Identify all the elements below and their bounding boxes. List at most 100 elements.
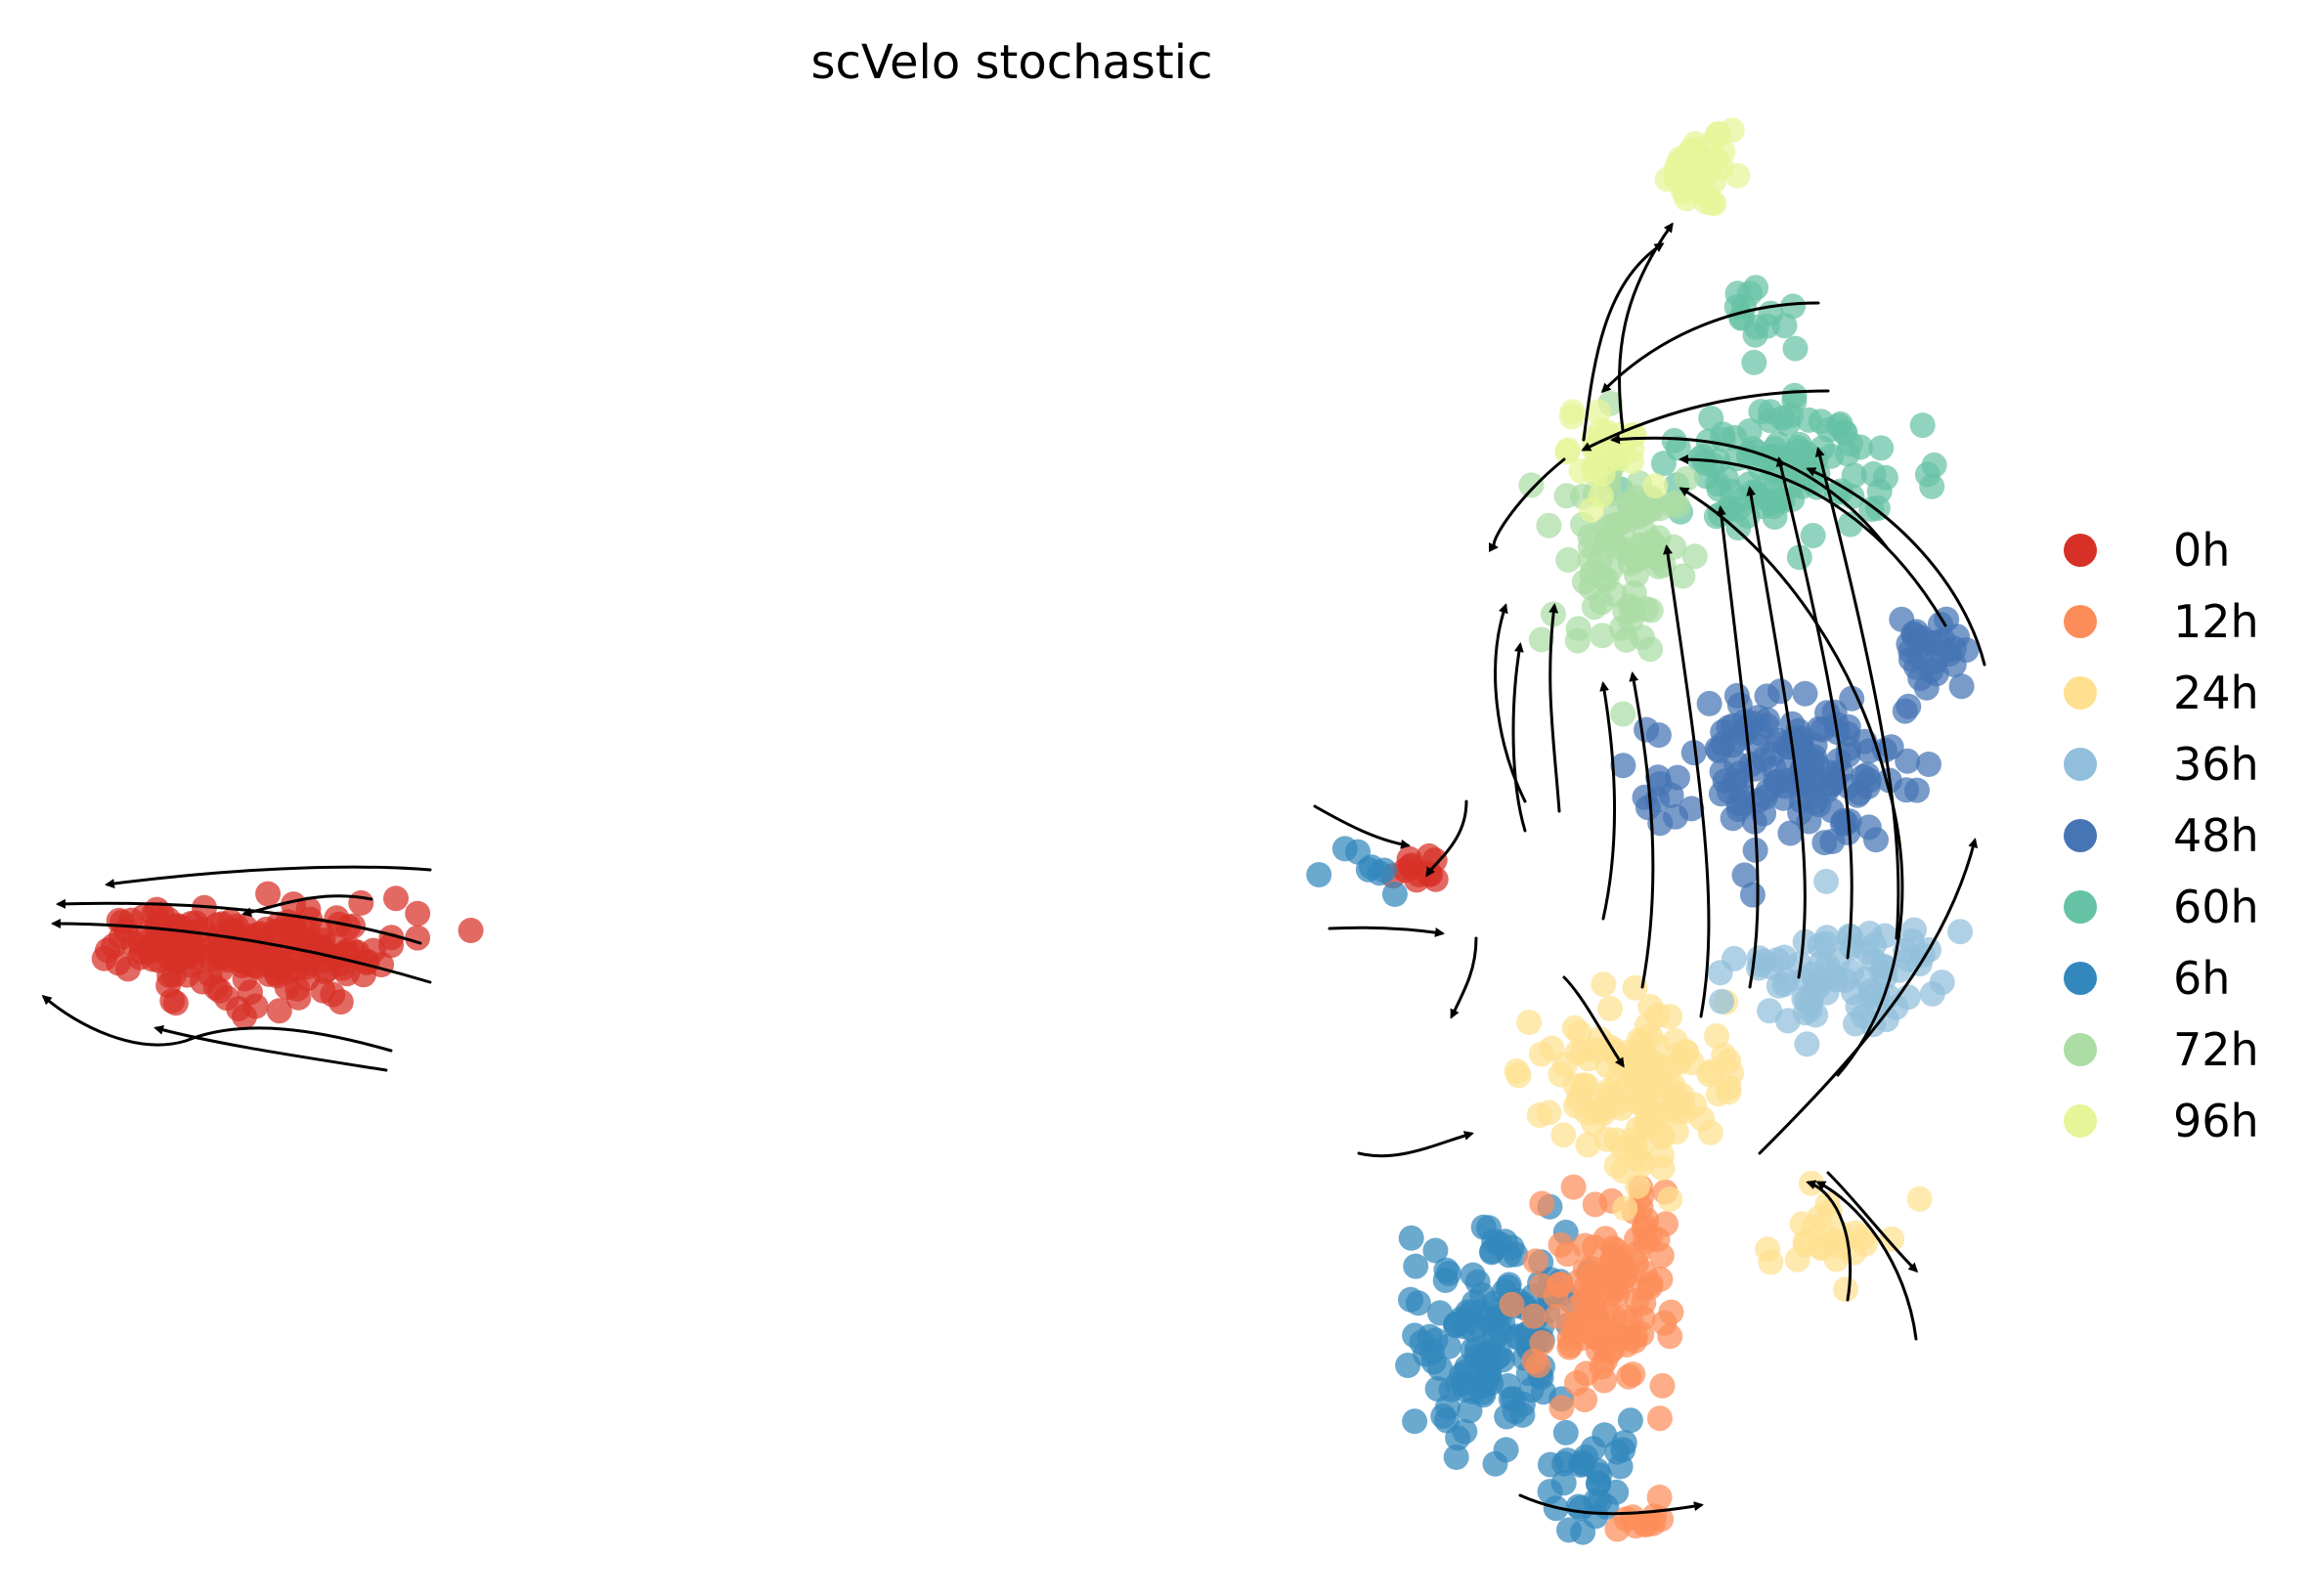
streamline-28 [1581,389,1830,452]
data-point-36h [1709,988,1735,1014]
data-point-6h [1306,862,1332,887]
legend-marker-6h [2064,962,2097,995]
data-point-0h [159,988,186,1014]
data-point-60h [1782,335,1809,362]
data-point-12h [1560,1311,1587,1337]
data-point-6h [1420,1349,1447,1375]
data-point-6h [1453,1377,1479,1402]
data-point-72h [1528,626,1554,653]
legend-label-60h: 60h [2173,881,2259,933]
data-point-36h [1813,868,1840,894]
data-point-60h [1748,399,1774,425]
data-point-36h [1792,928,1818,955]
streamline-21 [1775,456,1853,960]
data-point-24h [1663,1119,1689,1144]
data-point-12h [1651,1310,1678,1336]
legend-marker-96h [2064,1104,2097,1138]
data-point-72h [1564,627,1591,654]
data-point-6h [1443,1445,1469,1470]
streamline-14 [1511,642,1527,833]
data-point-96h [1704,121,1730,148]
data-point-72h [1610,701,1636,727]
data-point-24h [1823,1246,1850,1272]
data-point-12h [1520,1303,1547,1329]
data-point-36h [1809,950,1835,976]
data-point-6h [1331,836,1358,862]
data-point-48h [1777,820,1804,846]
data-point-0h [348,889,374,916]
data-point-0h [285,984,312,1011]
data-point-60h [1868,435,1895,461]
data-point-96h [1642,473,1669,499]
data-point-24h [1575,1132,1601,1158]
data-point-48h [1731,862,1758,888]
data-point-48h [1610,753,1636,779]
data-point-60h [1780,293,1806,320]
data-point-6h [1398,1225,1424,1251]
data-point-6h [1422,1327,1449,1354]
data-point-60h [1774,410,1801,437]
data-point-48h [1723,682,1750,709]
streamline-18 [1663,544,1711,1018]
data-point-72h [1595,513,1622,539]
data-point-48h [1679,796,1705,822]
data-point-60h [1837,511,1863,538]
data-point-48h [1761,755,1787,781]
data-point-6h [1496,1242,1522,1269]
data-point-96h [1586,399,1611,425]
data-point-24h [1565,1088,1592,1114]
data-point-6h [1493,1437,1519,1463]
data-point-6h [1537,1479,1563,1505]
data-point-36h [1707,960,1733,986]
data-point-0h [266,998,292,1024]
data-point-24h [1697,1119,1723,1145]
data-point-6h [1472,1365,1499,1391]
streamline-16 [1599,681,1617,921]
data-point-6h [1381,882,1408,907]
data-point-96h [1558,404,1585,430]
data-point-0h [234,943,260,970]
data-point-12h [1613,1506,1639,1532]
data-point-12h [1572,1387,1598,1413]
legend-marker-72h [2064,1033,2097,1066]
data-point-60h [1919,473,1945,499]
streamline-13 [1450,936,1478,1019]
streamline-35 [1815,1181,1918,1341]
data-point-36h [1794,1031,1820,1057]
chart-title: scVelo stochastic [811,35,1213,90]
data-point-48h [1948,673,1975,700]
data-point-48h [1897,646,1924,672]
data-point-0h [335,914,362,940]
data-point-36h [1896,946,1922,972]
data-point-12h [1499,1291,1525,1317]
data-point-60h [1800,523,1826,548]
data-point-96h [1709,154,1734,181]
data-point-60h [1743,275,1769,301]
data-point-12h [1578,1255,1604,1281]
data-point-96h [1688,179,1715,205]
data-point-24h [1833,1276,1858,1303]
data-point-48h [1835,713,1861,740]
legend-marker-60h [2064,890,2097,924]
data-point-60h [1786,544,1812,571]
data-point-0h [106,907,132,933]
data-point-36h [1873,1007,1899,1033]
streamline-33 [1494,603,1527,803]
data-point-24h [1673,1038,1699,1064]
legend-label-96h: 96h [2173,1095,2259,1147]
data-point-6h [1460,1262,1486,1288]
data-point-60h [1858,496,1885,523]
legend-marker-24h [2064,676,2097,710]
data-point-48h [1863,827,1889,853]
data-point-12h [1560,1174,1587,1200]
data-point-6h [1398,1286,1423,1313]
data-point-48h [1774,734,1801,760]
streamline-20 [1746,486,1807,979]
streamline-5 [153,1024,388,1072]
data-point-12h [1522,1248,1548,1274]
legend-marker-36h [2064,748,2097,781]
data-point-72h [1589,589,1615,616]
data-point-6h [1552,1419,1579,1445]
legend-marker-0h [2064,534,2097,567]
data-point-24h [1704,1023,1729,1049]
